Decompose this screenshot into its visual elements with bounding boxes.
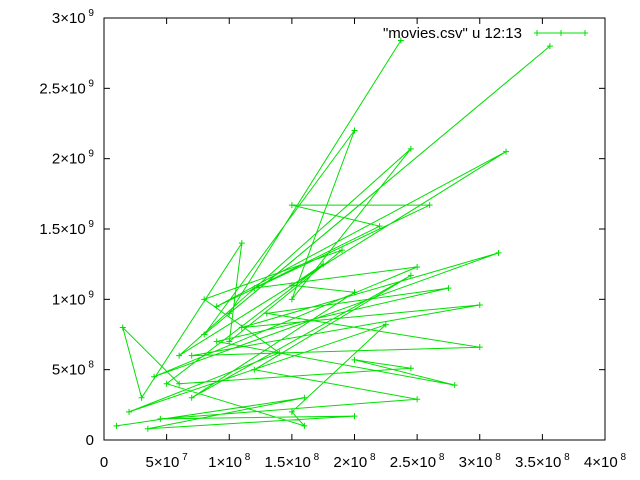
legend-label: "movies.csv" u 12:13	[383, 25, 522, 42]
data-point-marker	[426, 202, 433, 209]
data-point-marker	[213, 303, 220, 310]
x-tick-label: 5×10 7	[146, 452, 189, 471]
data-point-marker	[226, 338, 233, 345]
data-point-marker	[376, 223, 383, 230]
data-point-marker	[407, 272, 414, 279]
data-point-marker	[351, 289, 358, 296]
data-point-marker	[407, 365, 414, 372]
data-point-marker	[251, 366, 258, 373]
data-point-marker	[301, 422, 308, 429]
data-point-marker	[201, 296, 208, 303]
y-tick-label: 1×10 9	[52, 289, 95, 308]
data-point-marker	[301, 394, 308, 401]
x-tick-label: 2×10 8	[333, 452, 376, 471]
data-point-marker	[451, 382, 458, 389]
y-tick-label: 2×10 9	[52, 149, 95, 168]
series-line	[116, 40, 551, 430]
x-tick-label: 1×10 8	[208, 452, 251, 471]
y-tick-label: 2.5×10 9	[39, 78, 94, 97]
data-point-marker	[138, 394, 145, 401]
data-point-marker	[188, 394, 195, 401]
data-point-marker	[288, 202, 295, 209]
y-tick-label: 3×10 9	[52, 8, 95, 27]
data-point-marker	[476, 344, 483, 351]
data-point-marker	[288, 408, 295, 415]
y-tick-label: 1.5×10 9	[39, 219, 94, 238]
x-tick-label: 1.5×10 8	[265, 452, 320, 471]
data-point-marker	[495, 249, 502, 256]
data-point-marker	[351, 356, 358, 363]
y-tick-label: 0	[86, 432, 94, 449]
data-point-marker	[276, 349, 283, 356]
x-tick-label: 2.5×10 8	[390, 452, 445, 471]
data-point-marker	[397, 37, 404, 44]
data-point-marker	[351, 413, 358, 420]
x-tick-label: 4×10 8	[584, 452, 627, 471]
x-tick-label: 3.5×10 8	[515, 452, 570, 471]
data-point-marker	[445, 285, 452, 292]
legend-marker	[558, 30, 564, 36]
data-point-marker	[157, 415, 164, 422]
data-point-marker	[238, 240, 245, 247]
legend: "movies.csv" u 12:13	[383, 25, 588, 42]
data-point-marker	[126, 408, 133, 415]
data-point-marker	[163, 380, 170, 387]
data-point-marker	[176, 380, 183, 387]
data-point-marker	[351, 127, 358, 134]
legend-marker	[534, 30, 540, 36]
data-point-marker	[320, 261, 327, 268]
data-point-marker	[503, 148, 510, 155]
data-point-marker	[188, 352, 195, 359]
legend-marker	[582, 30, 588, 36]
data-point-marker	[144, 425, 151, 432]
data-point-marker	[251, 285, 258, 292]
data-point-marker	[414, 396, 421, 403]
data-point-marker	[151, 373, 158, 380]
data-point-marker	[176, 352, 183, 359]
legend-markers	[534, 30, 588, 36]
data-point-marker	[113, 422, 120, 429]
x-tick-label: 3×10 8	[459, 452, 502, 471]
data-point-marker	[288, 282, 295, 289]
data-point-marker	[238, 324, 245, 331]
data-point-marker	[213, 338, 220, 345]
data-point-marker	[119, 324, 126, 331]
data-point-marker	[546, 43, 553, 50]
data-point-marker	[476, 301, 483, 308]
x-tick-label: 0	[100, 454, 108, 471]
data-point-marker	[263, 310, 270, 317]
data-point-marker	[382, 321, 389, 328]
data-point-marker	[288, 296, 295, 303]
data-point-marker	[407, 145, 414, 152]
ticks-layer: 0 5×10 7 1×10 8 1.5×10 8 2×10 8 2.5×10 8 3×10 …	[39, 8, 626, 471]
y-tick-label: 5×10 8	[52, 360, 95, 379]
data-point-marker	[226, 310, 233, 317]
data-point-marker	[201, 331, 208, 338]
data-point-marker	[414, 263, 421, 270]
series-layer	[113, 37, 553, 432]
data-point-marker	[338, 247, 345, 254]
plot-frame	[103, 17, 606, 441]
